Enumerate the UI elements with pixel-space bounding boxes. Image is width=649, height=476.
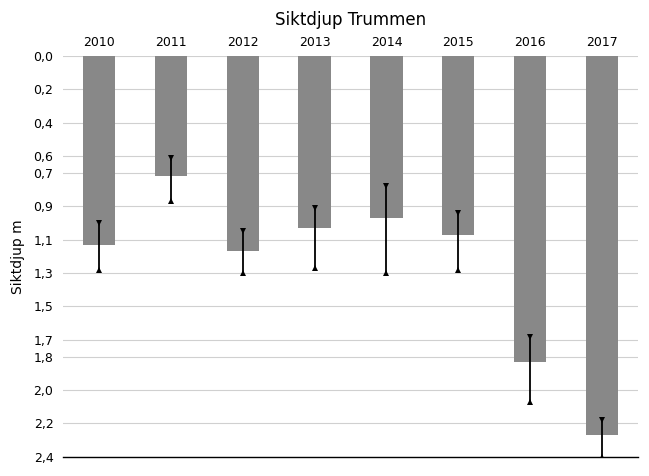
Bar <box>442 56 474 235</box>
Bar <box>514 56 546 362</box>
Bar <box>299 56 331 228</box>
Bar <box>154 56 187 176</box>
Bar <box>83 56 116 245</box>
Y-axis label: Siktdjup m: Siktdjup m <box>11 219 25 294</box>
Text: 2010: 2010 <box>83 36 115 49</box>
Text: 2011: 2011 <box>155 36 187 49</box>
Bar <box>227 56 259 251</box>
Bar <box>371 56 402 218</box>
Text: 2015: 2015 <box>443 36 474 49</box>
Text: 2013: 2013 <box>299 36 330 49</box>
Text: 2016: 2016 <box>514 36 546 49</box>
Text: 2012: 2012 <box>227 36 258 49</box>
Title: Siktdjup Trummen: Siktdjup Trummen <box>275 11 426 29</box>
Text: 2014: 2014 <box>371 36 402 49</box>
Bar <box>586 56 618 435</box>
Text: 2017: 2017 <box>586 36 618 49</box>
